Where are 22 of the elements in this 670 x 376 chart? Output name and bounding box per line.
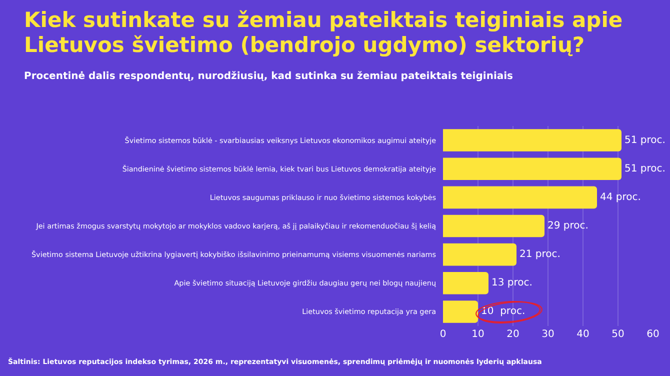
text: Procentinė dalis respondentų, nurodžiusių, kad sutinka su žemiau pateiktais teiginiais [24, 71, 513, 82]
x-tick-label: 60 [646, 329, 660, 340]
bar [443, 186, 597, 209]
bar [443, 243, 516, 266]
x-tick-label: 40 [576, 329, 590, 340]
bar [443, 158, 622, 180]
data-label: 13 proc. [492, 278, 532, 289]
x-tick-label: 30 [542, 329, 554, 340]
data-label: 29 proc. [548, 220, 588, 232]
chart-title: Kiek sutinkate su žemiau pateiktais teiginiais apie Lietuvos švietimo (bendrojo ugdymo) sektorių? [24, 8, 624, 58]
data-label: 21 proc. [520, 249, 560, 260]
bar [443, 272, 488, 294]
data-label: 51 proc. [624, 134, 666, 146]
x-tick-label: 20 [506, 329, 520, 340]
bar [443, 214, 544, 238]
bar [443, 300, 478, 323]
x-tick-label: 0 [440, 329, 446, 340]
data-label: 51 proc. [624, 163, 666, 174]
data-label: 44 proc. [600, 192, 641, 203]
x-tick-label: 10 [472, 329, 484, 340]
x-tick-label: 50 [612, 329, 624, 340]
bar [443, 129, 622, 152]
